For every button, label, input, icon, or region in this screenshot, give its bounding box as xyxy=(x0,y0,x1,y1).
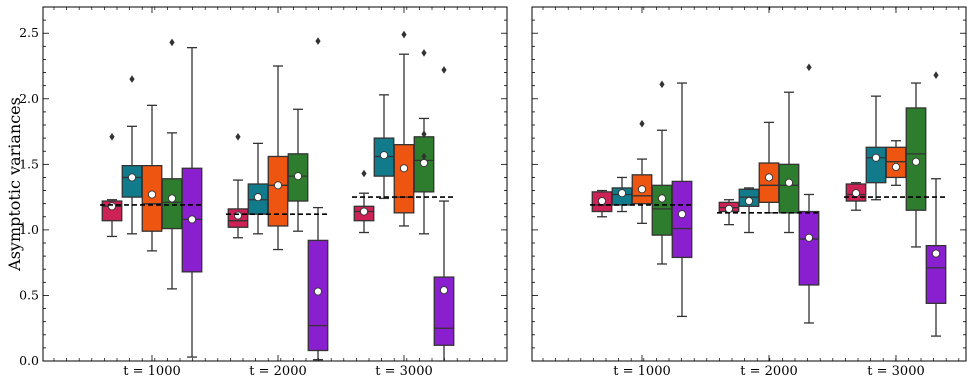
box-body xyxy=(758,162,780,204)
box-outlier xyxy=(235,133,241,141)
box-outlier xyxy=(361,169,367,178)
box-mean-marker xyxy=(273,181,283,190)
box-mean-marker xyxy=(107,202,117,211)
box-mean-marker xyxy=(871,153,881,162)
plot-frame xyxy=(531,6,967,362)
box-body xyxy=(393,144,415,214)
box-outlier xyxy=(129,75,135,83)
box-outlier xyxy=(806,63,812,72)
box-body xyxy=(778,163,800,214)
y-tick-label: 0.5 xyxy=(19,287,39,302)
right-panel: t = 1000 t = 2000 t = 3000 xyxy=(531,6,967,379)
left-panel: 0.0 0.5 1.0 1.5 2.0 2.5 Asymptotic variances t … xyxy=(5,6,508,379)
box-mean-marker xyxy=(677,210,687,219)
box-outlier xyxy=(421,49,427,57)
box-mean-marker xyxy=(784,178,794,187)
box-body xyxy=(925,244,947,304)
box-body xyxy=(885,146,907,179)
box-mean-marker xyxy=(379,151,389,160)
box-mean-marker xyxy=(744,196,754,206)
box-mean-marker xyxy=(617,189,627,198)
box-mean-marker xyxy=(167,194,177,203)
box-body xyxy=(161,178,183,230)
box-mean-marker xyxy=(891,162,901,172)
box-mean-marker xyxy=(127,173,137,182)
box-outlier xyxy=(169,38,175,47)
box-mean-marker xyxy=(764,173,774,182)
y-axis-label: Asymptotic variances xyxy=(5,97,24,272)
y-tick-label: 1.0 xyxy=(19,222,39,237)
y-tick-label: 2.0 xyxy=(19,91,39,106)
box-outlier xyxy=(315,37,321,45)
box-body xyxy=(651,184,673,236)
x-category-label: t = 2000 xyxy=(740,364,797,379)
box-mean-marker xyxy=(931,249,941,258)
box-mean-marker xyxy=(313,287,323,296)
box-mean-marker xyxy=(419,158,429,168)
box-mean-marker xyxy=(597,196,607,206)
y-tick-label: 1.5 xyxy=(19,156,39,171)
box-body xyxy=(798,210,820,286)
x-category-label: t = 2000 xyxy=(249,364,306,379)
x-category-label: t = 3000 xyxy=(867,364,924,379)
plot-frame xyxy=(42,6,508,362)
box-body xyxy=(267,155,289,227)
box-mean-marker xyxy=(804,233,814,242)
box-outlier xyxy=(109,133,115,141)
y-tick-label: 0.0 xyxy=(19,353,39,368)
box-mean-marker xyxy=(439,286,449,295)
box-mean-marker xyxy=(399,164,409,173)
x-category-label: t = 1000 xyxy=(123,364,180,379)
box-outlier xyxy=(421,152,427,161)
box-mean-marker xyxy=(911,157,921,166)
box-mean-marker xyxy=(253,193,263,202)
box-mean-marker xyxy=(637,185,647,194)
box-outlier xyxy=(639,119,645,128)
box-body xyxy=(865,146,887,184)
box-mean-marker xyxy=(724,204,734,213)
box-mean-marker xyxy=(851,189,861,198)
box-mean-marker xyxy=(359,207,369,216)
box-outlier xyxy=(659,80,665,89)
box-outlier xyxy=(933,71,939,79)
box-outlier xyxy=(421,130,427,138)
box-mean-marker xyxy=(657,194,667,203)
box-mean-marker xyxy=(147,190,157,199)
box-body xyxy=(671,180,693,259)
x-category-label: t = 1000 xyxy=(613,364,670,379)
box-mean-marker xyxy=(233,211,243,220)
box-mean-marker xyxy=(187,215,197,224)
box-mean-marker xyxy=(293,172,303,181)
x-category-label: t = 3000 xyxy=(375,364,432,379)
y-tick-label: 2.5 xyxy=(19,25,39,40)
box-outlier xyxy=(441,66,447,74)
box-outlier xyxy=(401,30,407,39)
